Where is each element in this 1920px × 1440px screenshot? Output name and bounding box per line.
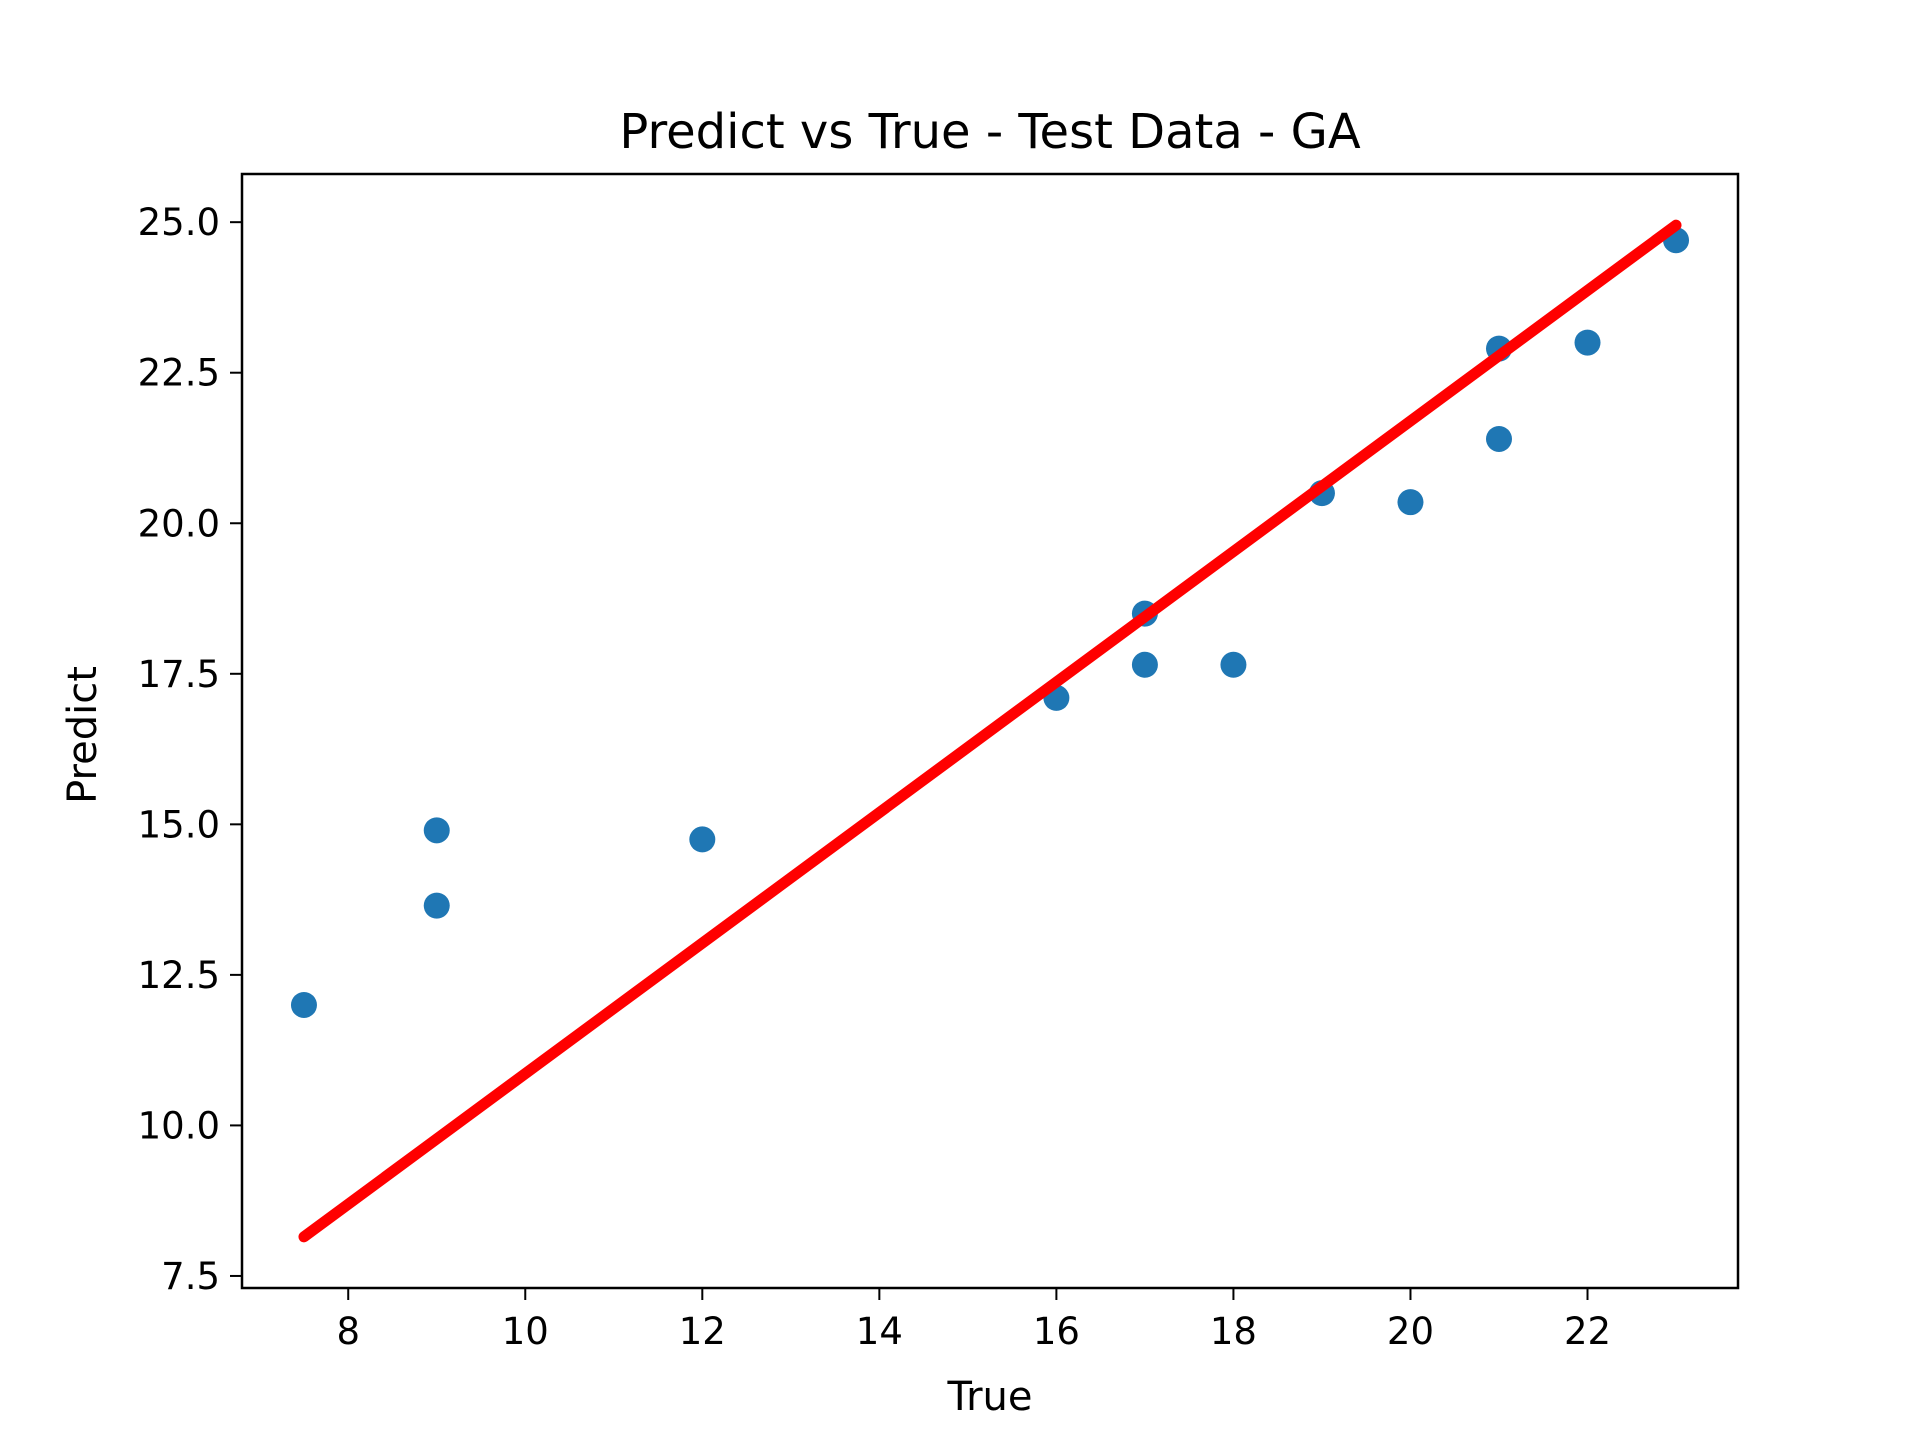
plot-area: 8 10 12 14 16 18 20 22 7.5 10.0 12.5 15.0 17.5 20.0 22… — [138, 172, 1740, 1353]
reference-line — [298, 219, 1682, 1243]
x-tick-label: 18 — [1210, 1310, 1257, 1353]
scatter-point — [423, 817, 450, 844]
scatter-point — [1485, 425, 1512, 452]
scatter-point — [1397, 489, 1424, 516]
scatter-point — [423, 892, 450, 919]
y-tick-label: 20.0 — [138, 502, 220, 545]
scatter-point — [290, 991, 317, 1018]
scatter-point — [1574, 329, 1601, 356]
chart-title: Predict vs True - Test Data - GA — [619, 104, 1360, 160]
x-axis-label: True — [947, 1374, 1033, 1420]
y-tick-label: 10.0 — [138, 1104, 220, 1147]
plot-frame — [240, 172, 1740, 1290]
y-tick-label: 12.5 — [138, 954, 220, 997]
x-tick-label: 16 — [1033, 1310, 1080, 1353]
y-tick-label: 22.5 — [138, 352, 220, 395]
scatter-point — [689, 826, 716, 853]
x-tick-label: 20 — [1387, 1310, 1434, 1353]
y-tick-label: 17.5 — [138, 653, 220, 696]
x-tick-label: 22 — [1564, 1310, 1611, 1353]
scatter-point — [1131, 651, 1158, 678]
x-tick-label: 8 — [336, 1310, 360, 1353]
y-tick-label: 25.0 — [138, 201, 220, 244]
scatter-point — [1220, 651, 1247, 678]
y-tick-label: 7.5 — [161, 1255, 220, 1298]
y-axis-label: Predict — [60, 666, 106, 804]
y-tick-label: 15.0 — [138, 803, 220, 846]
x-tick-label: 10 — [502, 1310, 549, 1353]
x-tick-label: 14 — [856, 1310, 903, 1353]
x-tick-label: 12 — [679, 1310, 726, 1353]
